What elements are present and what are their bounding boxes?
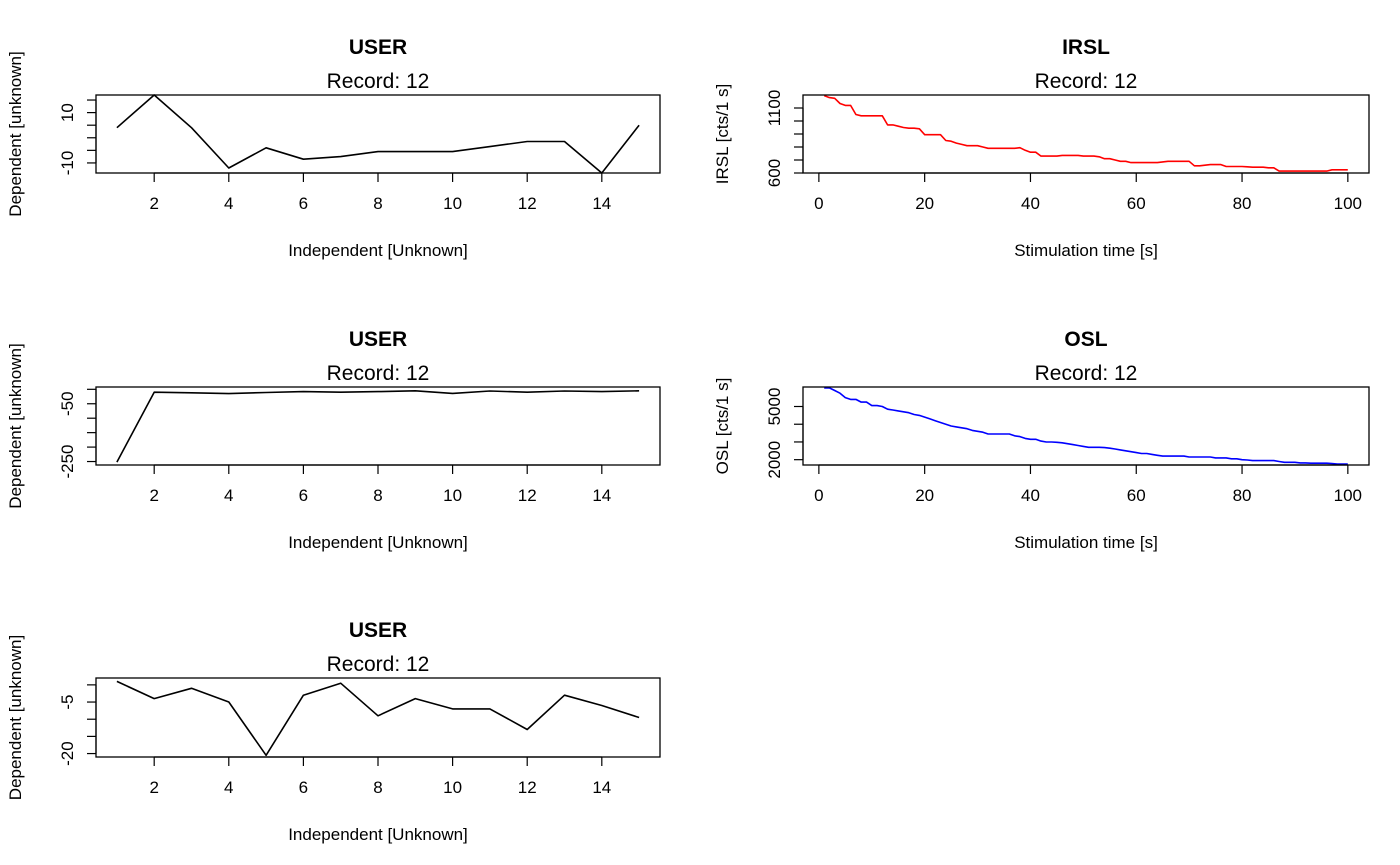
- x-tick-label: 8: [373, 486, 382, 505]
- chart-title: USER: [349, 619, 407, 642]
- x-tick-label: 6: [299, 194, 308, 213]
- x-tick-label: 80: [1233, 486, 1252, 505]
- chart-subtitle: Record: 12: [327, 362, 430, 385]
- x-tick-label: 12: [518, 194, 537, 213]
- x-tick-label: 100: [1334, 486, 1362, 505]
- y-tick-label: 10: [58, 103, 77, 122]
- x-tick-label: 20: [915, 194, 934, 213]
- x-tick-label: 60: [1127, 194, 1146, 213]
- x-tick-label: 4: [224, 194, 233, 213]
- plot-frame: [802, 94, 1370, 174]
- chart-title: USER: [349, 328, 407, 351]
- chart-title: USER: [349, 36, 407, 59]
- chart-subtitle: Record: 12: [327, 70, 430, 93]
- x-tick-label: 0: [814, 486, 823, 505]
- x-axis-label: Stimulation time [s]: [1014, 533, 1158, 552]
- x-axis-label: Independent [Unknown]: [288, 825, 468, 844]
- x-axis: 2 4 6 8 10 12 14: [149, 464, 611, 505]
- x-tick-label: 14: [592, 194, 611, 213]
- x-tick-label: 80: [1233, 194, 1252, 213]
- chart-subtitle: Record: 12: [1035, 362, 1138, 385]
- x-axis: 0 20 40 60 80 100: [814, 172, 1362, 213]
- x-tick-label: 10: [443, 194, 462, 213]
- chart-panel-2: IRSL Record: 12 0 20 40 60 80 100 Stimulation ti…: [713, 36, 1370, 260]
- y-axis-label: IRSL [cts/1 s]: [713, 84, 732, 184]
- y-axis-label: Dependent [unknown]: [6, 635, 25, 800]
- x-tick-label: 6: [299, 778, 308, 797]
- y-tick-label: -250: [58, 445, 77, 479]
- y-tick-label: 5000: [765, 388, 784, 426]
- chart-subtitle: Record: 12: [327, 653, 430, 676]
- x-tick-label: 12: [518, 778, 537, 797]
- x-tick-label: 12: [518, 486, 537, 505]
- x-tick-label: 4: [224, 778, 233, 797]
- x-axis: 2 4 6 8 10 12 14: [149, 172, 611, 213]
- x-tick-label: 40: [1021, 194, 1040, 213]
- x-tick-label: 40: [1021, 486, 1040, 505]
- x-tick-label: 14: [592, 486, 611, 505]
- x-tick-label: 8: [373, 778, 382, 797]
- y-tick-label: -20: [58, 741, 77, 766]
- chart-panel-4: OSL Record: 12 0 20 40 60 80 100 Stimulation tim…: [713, 328, 1370, 552]
- x-tick-label: 2: [149, 778, 158, 797]
- y-axis-label: Dependent [unknown]: [6, 51, 25, 216]
- chart-subtitle: Record: 12: [1035, 70, 1138, 93]
- chart-title: IRSL: [1062, 36, 1110, 59]
- plot-frame: [95, 677, 661, 758]
- series-line: [116, 680, 640, 757]
- y-axis-label: OSL [cts/1 s]: [713, 378, 732, 475]
- y-tick-label: -50: [58, 391, 77, 416]
- x-tick-label: 100: [1334, 194, 1362, 213]
- x-axis-label: Independent [Unknown]: [288, 533, 468, 552]
- x-tick-label: 10: [443, 486, 462, 505]
- x-tick-label: 2: [149, 486, 158, 505]
- x-tick-label: 10: [443, 778, 462, 797]
- y-axis: 600 1100: [765, 90, 804, 187]
- y-axis: -10 10: [58, 99, 97, 176]
- y-axis: -20 -5: [58, 684, 97, 766]
- x-tick-label: 8: [373, 194, 382, 213]
- x-axis-label: Stimulation time [s]: [1014, 241, 1158, 260]
- x-axis: 2 4 6 8 10 12 14: [149, 756, 611, 797]
- x-tick-label: 60: [1127, 486, 1146, 505]
- y-tick-label: 2000: [765, 441, 784, 479]
- plot-frame: [802, 386, 1370, 466]
- y-tick-label: 600: [765, 159, 784, 187]
- x-tick-label: 6: [299, 486, 308, 505]
- x-tick-label: 14: [592, 778, 611, 797]
- series-line: [116, 389, 640, 463]
- x-tick-label: 4: [224, 486, 233, 505]
- series-line: [824, 387, 1348, 465]
- chart-panel-3: USER Record: 12 2 4 6 8 10 12 14 Independent [Unk…: [6, 328, 661, 552]
- chart-title: OSL: [1064, 328, 1107, 351]
- y-axis: -250 -50: [58, 388, 97, 479]
- x-tick-label: 2: [149, 194, 158, 213]
- y-tick-label: -5: [58, 694, 77, 709]
- chart-panel-5: USER Record: 12 2 4 6 8 10 12 14 Independent [Unk…: [6, 619, 661, 844]
- plot-frame: [95, 94, 661, 174]
- x-axis: 0 20 40 60 80 100: [814, 464, 1362, 505]
- chart-panel-1: USER Record: 12 2 4 6 8 10 12 14 Independent [Unk…: [6, 36, 661, 260]
- x-tick-label: 0: [814, 194, 823, 213]
- series-line: [823, 94, 1348, 172]
- x-axis-label: Independent [Unknown]: [288, 241, 468, 260]
- y-axis: 2000 5000: [765, 388, 804, 479]
- series-line: [116, 94, 640, 174]
- y-tick-label: 1100: [765, 90, 784, 127]
- y-tick-label: -10: [58, 151, 77, 176]
- y-axis-label: Dependent [unknown]: [6, 343, 25, 508]
- plot-frame: [95, 386, 661, 466]
- x-tick-label: 20: [915, 486, 934, 505]
